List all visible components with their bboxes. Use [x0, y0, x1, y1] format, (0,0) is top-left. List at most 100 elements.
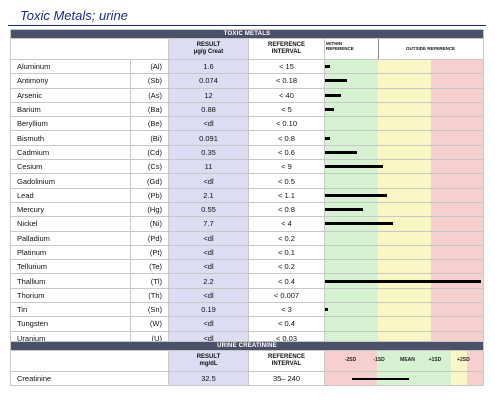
creatinine-result-header: RESULT mg/dL	[168, 350, 249, 372]
toxic-metals-table: TOXIC METALS RESULT µg/g Creat REFERENCE…	[9, 29, 485, 346]
metal-name: Antimony	[10, 73, 131, 89]
metal-symbol: (Pt)	[130, 244, 169, 261]
metal-row: Cesium (Cs) 11 < 9	[10, 159, 485, 175]
metal-reference: < 0.4	[248, 273, 325, 289]
metal-reference: < 0.10	[248, 116, 325, 132]
metal-reference: < 40	[248, 87, 325, 103]
metal-level-graph	[323, 316, 485, 332]
metal-level-graph	[323, 302, 485, 318]
sd-label: -2SD	[344, 357, 357, 363]
creatinine-whisker	[351, 377, 409, 380]
metal-result: 1.6	[168, 58, 249, 75]
outside-reference-header: OUTSIDE REFERENCE	[405, 46, 455, 51]
metal-name: Mercury	[10, 201, 131, 218]
metal-result: <dl	[168, 116, 249, 132]
metal-result: 2.2	[168, 273, 249, 289]
metal-name: Arsenic	[10, 87, 131, 103]
sd-label: MEAN	[400, 357, 415, 363]
metal-reference: < 0.8	[248, 130, 325, 146]
metal-name: Platinum	[10, 244, 131, 261]
metal-symbol: (W)	[130, 316, 169, 332]
metal-row: Palladium (Pd) <dl < 0.2	[10, 230, 485, 246]
metal-row: Tellurium (Te) <dl < 0.2	[10, 259, 485, 275]
within-reference-header: WITHIN REFERENCE	[326, 41, 354, 51]
metal-symbol: (Ni)	[130, 216, 169, 232]
metal-level-bar	[325, 150, 357, 154]
creatinine-reference: 35– 240	[248, 370, 325, 387]
page-title: Toxic Metals; urine	[20, 8, 128, 23]
metal-symbol: (Sb)	[130, 73, 169, 89]
sd-scale-header: -2SD -1SD MEAN +1SD +2SD	[323, 350, 485, 372]
metal-level-bar	[325, 93, 341, 97]
metal-symbol: (Al)	[130, 58, 169, 75]
metal-level-graph	[323, 244, 485, 261]
metal-row: Bismuth (Bi) 0.091 < 0.8	[10, 130, 485, 146]
metal-symbol: (Bi)	[130, 130, 169, 146]
metal-reference: < 0.4	[248, 316, 325, 332]
metal-result: <dl	[168, 230, 249, 246]
metal-level-bar	[325, 79, 348, 83]
creatinine-result: 32.5	[168, 370, 249, 387]
metal-level-graph	[323, 201, 485, 218]
sd-label: -1SD	[373, 357, 385, 363]
metal-name: Palladium	[10, 230, 131, 246]
creatinine-reference-header: REFERENCE INTERVAL	[248, 350, 325, 372]
reference-header: REFERENCE INTERVAL	[248, 38, 325, 60]
metal-level-bar	[325, 193, 387, 197]
metal-reference: < 0.2	[248, 259, 325, 275]
metal-name: Tin	[10, 302, 131, 318]
metal-result: <dl	[168, 287, 249, 304]
creatinine-name-header	[10, 350, 169, 372]
metal-symbol: (Cd)	[130, 144, 169, 161]
result-header-label: RESULT	[196, 42, 221, 48]
metal-reference: < 15	[248, 58, 325, 75]
metal-symbol: (Cs)	[130, 159, 169, 175]
metal-name: Bismuth	[10, 130, 131, 146]
metal-row: Nickel (Ni) 7.7 < 4	[10, 216, 485, 232]
metal-level-bar	[325, 136, 330, 140]
metal-name: Nickel	[10, 216, 131, 232]
metal-row: Thorium (Th) <dl < 0.007	[10, 287, 485, 304]
interval-header-label: INTERVAL	[271, 49, 302, 55]
metal-level-graph	[323, 101, 485, 118]
metal-level-bar	[325, 308, 329, 312]
metal-level-bar	[325, 165, 384, 169]
metal-level-bar	[325, 108, 335, 112]
graph-header: WITHIN REFERENCE OUTSIDE REFERENCE	[323, 38, 485, 60]
metal-name: Thallium	[10, 273, 131, 289]
creatinine-band: URINE CREATININE	[9, 341, 485, 351]
metal-result: 0.074	[168, 73, 249, 89]
result-unit-label: µg/g Creat	[193, 49, 224, 55]
metal-result: 0.88	[168, 101, 249, 118]
metal-reference: < 0.1	[248, 244, 325, 261]
metal-row: Gadolinium (Gd) <dl < 0.5	[10, 173, 485, 189]
metal-reference: < 9	[248, 159, 325, 175]
metal-symbol: (Pd)	[130, 230, 169, 246]
metal-level-graph	[323, 259, 485, 275]
element-header-cell	[10, 38, 169, 60]
metal-level-graph	[323, 130, 485, 146]
metal-name: Cadmium	[10, 144, 131, 161]
metal-row: Beryllium (Be) <dl < 0.10	[10, 116, 485, 132]
metal-result: 7.7	[168, 216, 249, 232]
metal-reference: < 3	[248, 302, 325, 318]
metal-level-graph	[323, 173, 485, 189]
creatinine-row: Creatinine 32.5 35– 240	[10, 370, 485, 387]
metal-level-graph	[323, 273, 485, 289]
metal-name: Tungsten	[10, 316, 131, 332]
metal-symbol: (Te)	[130, 259, 169, 275]
metal-name: Gadolinium	[10, 173, 131, 189]
metal-result: <dl	[168, 259, 249, 275]
metal-level-graph	[323, 287, 485, 304]
metal-level-graph	[323, 216, 485, 232]
metal-result: 12	[168, 87, 249, 103]
metal-symbol: (Be)	[130, 116, 169, 132]
metal-level-bar	[325, 208, 363, 212]
metal-level-graph	[323, 87, 485, 103]
metal-reference: < 0.2	[248, 230, 325, 246]
reference-header-label: REFERENCE	[267, 42, 305, 48]
metal-level-graph	[323, 144, 485, 161]
metal-row: Tin (Sn) 0.19 < 3	[10, 302, 485, 318]
metal-level-graph	[323, 187, 485, 203]
metal-level-graph	[323, 230, 485, 246]
